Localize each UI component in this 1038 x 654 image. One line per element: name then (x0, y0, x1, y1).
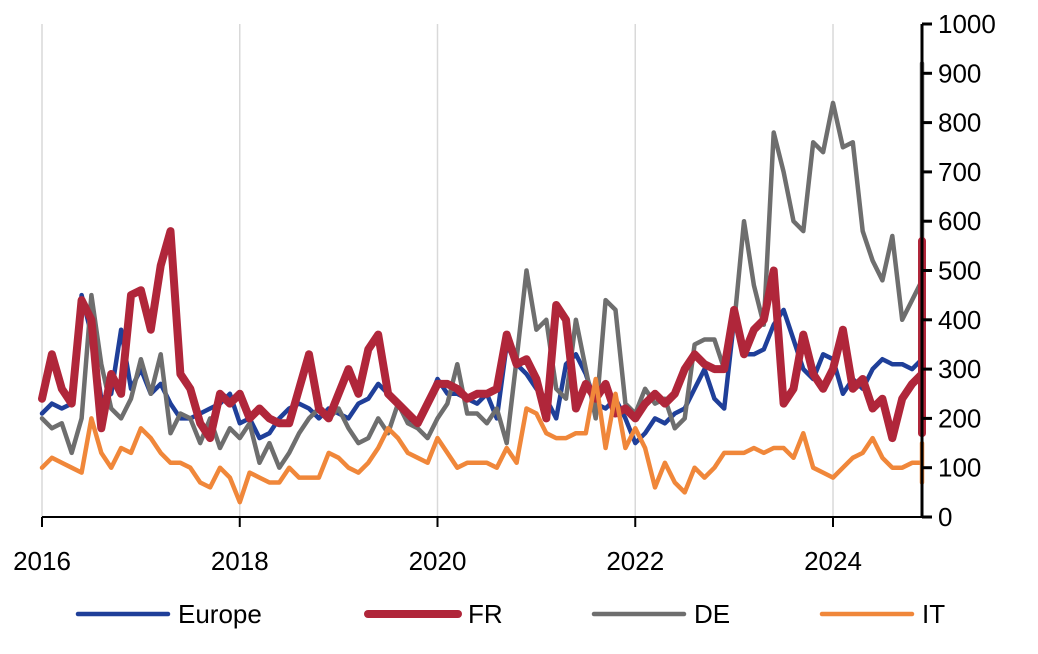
y-tick-label: 100 (938, 453, 981, 483)
x-tick-label: 2022 (606, 546, 664, 576)
legend-label-fr: FR (468, 599, 503, 629)
y-tick-label: 600 (938, 206, 981, 236)
y-tick-label: 700 (938, 157, 981, 187)
x-tick-label: 2018 (211, 546, 269, 576)
legend-label-it: IT (922, 599, 945, 629)
x-tick-label: 2016 (13, 546, 71, 576)
series-line-fr (38, 227, 926, 443)
y-tick-label: 300 (938, 354, 981, 384)
x-tick-label: 2024 (804, 546, 862, 576)
series-lines (38, 61, 926, 505)
y-tick-label: 800 (938, 108, 981, 138)
x-tick-label: 2020 (409, 546, 467, 576)
tick-labels: 0 100 200 300 400 500 600 700 800 900 1000 2016 2018… (13, 9, 996, 576)
legend-label-europe: Europe (178, 599, 262, 629)
legend: Europe FR DE IT (75, 599, 945, 629)
y-tick-label: 400 (938, 305, 981, 335)
series-line-it (39, 376, 925, 505)
y-tick-label: 500 (938, 256, 981, 286)
y-tick-label: 200 (938, 403, 981, 433)
y-tick-label: 1000 (938, 9, 996, 39)
y-tick-label: 900 (938, 58, 981, 88)
legend-label-de: DE (694, 599, 730, 629)
y-tick-label: 0 (938, 502, 952, 532)
axes (41, 22, 932, 527)
